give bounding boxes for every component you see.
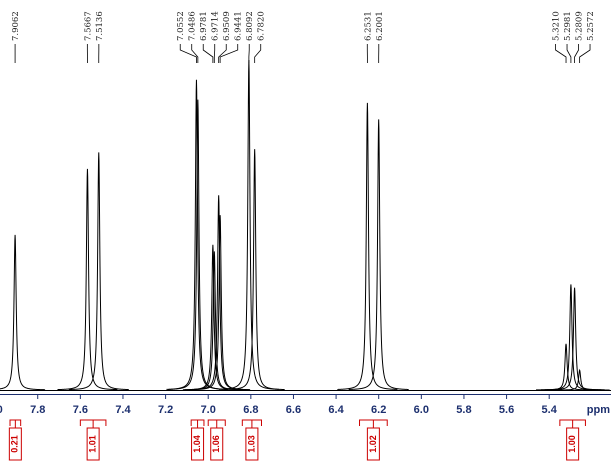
x-tick-label: 7.8 bbox=[30, 404, 45, 416]
peak bbox=[544, 287, 605, 391]
integral-bracket bbox=[207, 419, 226, 428]
peak-label-leader bbox=[202, 44, 214, 63]
peak bbox=[337, 102, 398, 390]
x-tick-label: 5.4 bbox=[542, 404, 558, 416]
peak bbox=[57, 168, 118, 391]
integral-bracket bbox=[9, 419, 22, 428]
peak-label: 7.0486 bbox=[188, 11, 198, 41]
peak bbox=[167, 99, 228, 390]
integral-label: 0.21 bbox=[10, 435, 20, 453]
integral-label: 1.04 bbox=[192, 435, 202, 453]
integral-bracket bbox=[79, 419, 107, 428]
peak-label-leader bbox=[218, 44, 227, 63]
x-tick-label: 6.8 bbox=[243, 404, 258, 416]
peak bbox=[68, 152, 129, 391]
x-tick-label: 6.2 bbox=[371, 404, 386, 416]
peak-label: 5.2572 bbox=[586, 11, 596, 41]
peak-label: 7.0552 bbox=[176, 11, 186, 41]
x-tick-label: 6.4 bbox=[328, 404, 344, 416]
x-tick-label: 7.0 bbox=[201, 404, 216, 416]
x-tick-label: 7.2 bbox=[158, 404, 173, 416]
peak-label-leader bbox=[219, 44, 239, 63]
integral-label: 1.01 bbox=[88, 435, 98, 453]
integral-label: 1.03 bbox=[246, 435, 256, 453]
peak bbox=[540, 284, 601, 391]
integral-box bbox=[210, 427, 224, 461]
integral-box bbox=[566, 427, 580, 461]
peak-label: 7.5136 bbox=[95, 11, 105, 41]
peak-label: 6.9781 bbox=[199, 11, 209, 41]
peak-label: 5.2981 bbox=[563, 11, 573, 41]
peak-label-leader bbox=[574, 44, 579, 63]
peak-label: 6.2001 bbox=[375, 11, 385, 41]
peak-label-leader bbox=[254, 44, 262, 63]
peak-label: 6.9509 bbox=[222, 11, 232, 41]
peak-label-leader bbox=[566, 44, 572, 63]
peak bbox=[190, 215, 251, 391]
peak bbox=[224, 149, 285, 391]
integral-box bbox=[245, 427, 259, 461]
integral-bracket bbox=[559, 419, 586, 428]
peak-label: 7.9062 bbox=[11, 11, 21, 41]
peak-label: 5.3210 bbox=[552, 11, 562, 41]
x-axis-label: ppm bbox=[587, 404, 610, 416]
peak-label: 6.7820 bbox=[257, 11, 267, 41]
peak bbox=[348, 119, 409, 390]
peak-label: 7.5667 bbox=[83, 11, 93, 41]
x-tick-label: 5.6 bbox=[499, 404, 514, 416]
peak bbox=[0, 234, 46, 391]
x-tick-label: 7.4 bbox=[115, 404, 131, 416]
peak-label-leader bbox=[191, 44, 199, 63]
x-tick-label: 5.8 bbox=[456, 404, 471, 416]
peak-label: 6.9441 bbox=[234, 11, 244, 41]
integral-bracket bbox=[359, 419, 388, 428]
integral-label: 1.06 bbox=[211, 435, 221, 453]
integral-box bbox=[86, 427, 100, 461]
integral-box bbox=[366, 427, 380, 461]
x-tick-label: 6.6 bbox=[286, 404, 301, 416]
integral-bracket bbox=[241, 419, 262, 428]
integral-label: 1.00 bbox=[567, 435, 577, 453]
x-tick-label: 7.6 bbox=[73, 404, 88, 416]
integral-bracket bbox=[190, 419, 205, 428]
x-tick-label: 6.0 bbox=[414, 404, 429, 416]
integral-box bbox=[191, 427, 205, 461]
peak-label-leader bbox=[555, 44, 567, 63]
peak-label-leader bbox=[179, 44, 197, 63]
peak-label: 6.8092 bbox=[245, 11, 255, 41]
peak-label: 6.2531 bbox=[363, 11, 373, 41]
peak-label: 5.2809 bbox=[575, 11, 585, 41]
peak bbox=[549, 368, 610, 391]
x-tick-label: 8.0 bbox=[0, 404, 3, 416]
peak bbox=[218, 59, 279, 390]
peak-label-leader bbox=[579, 44, 591, 63]
peak-label: 6.9714 bbox=[211, 11, 221, 41]
integral-box bbox=[8, 427, 22, 461]
integral-label: 1.02 bbox=[368, 435, 378, 453]
